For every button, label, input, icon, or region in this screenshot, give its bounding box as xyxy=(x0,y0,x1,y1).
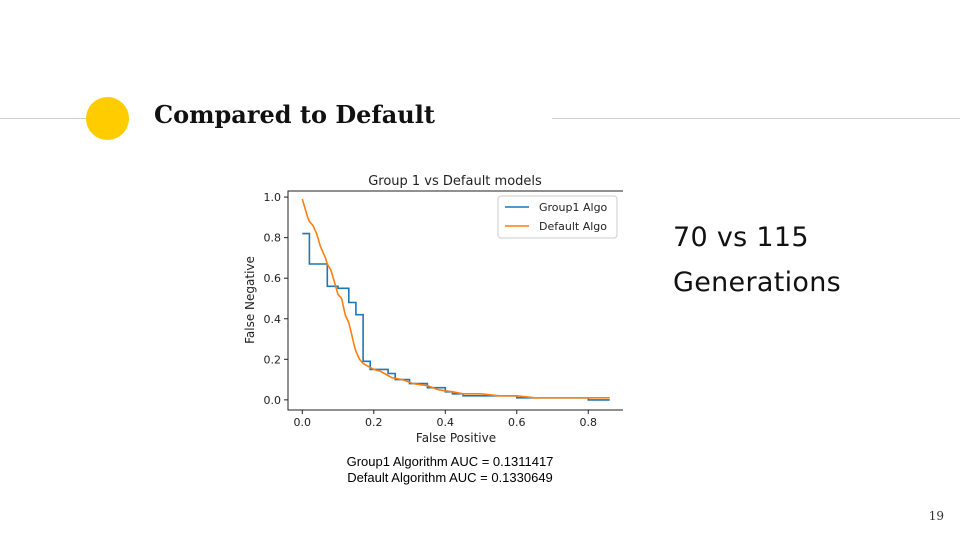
slide-title: Compared to Default xyxy=(154,100,435,129)
roc-chart: Group 1 vs Default models 0.0 0.2 0.4 0.6 0.… xyxy=(243,174,623,445)
x-tick-label: 0.8 xyxy=(580,416,598,429)
x-axis-label: False Positive xyxy=(416,431,496,445)
legend-label-group1: Group1 Algo xyxy=(539,201,608,214)
title-accent-dot xyxy=(86,97,129,140)
y-tick-label: 0.8 xyxy=(264,232,282,245)
auc-group1: Group1 Algorithm AUC = 0.1311417 xyxy=(346,454,554,469)
chart-title: Group 1 vs Default models xyxy=(368,174,542,189)
y-tick-label: 0.4 xyxy=(264,313,282,326)
x-tick-label: 0.2 xyxy=(365,416,383,429)
title-rule-right xyxy=(552,118,960,119)
auc-default: Default Algorithm AUC = 0.1330649 xyxy=(347,470,553,485)
legend-label-default: Default Algo xyxy=(539,220,607,233)
generations-label: Generations xyxy=(673,267,841,298)
x-tick-label: 0.4 xyxy=(437,416,455,429)
series-line-group1 xyxy=(302,232,610,401)
legend: Group1 Algo Default Algo xyxy=(497,195,618,239)
x-tick-label: 0.6 xyxy=(508,416,526,429)
y-axis-label: False Negative xyxy=(243,256,257,344)
y-tick-label: 0.6 xyxy=(264,272,282,285)
tick-layer: 0.0 0.2 0.4 0.6 0.8 0.0 0.2 0.4 0.6 0.8 1.0 xyxy=(264,191,598,429)
generations-compare-text: 70 vs 115 xyxy=(673,222,809,253)
y-tick-label: 1.0 xyxy=(264,191,282,204)
x-tick-label: 0.0 xyxy=(294,416,312,429)
plot-frame xyxy=(287,190,623,411)
title-rule-left xyxy=(0,118,86,119)
series-layer xyxy=(301,198,610,401)
y-tick-label: 0.0 xyxy=(264,394,282,407)
page-number: 19 xyxy=(928,509,944,523)
y-tick-label: 0.2 xyxy=(264,353,282,366)
series-line-default xyxy=(301,198,610,399)
